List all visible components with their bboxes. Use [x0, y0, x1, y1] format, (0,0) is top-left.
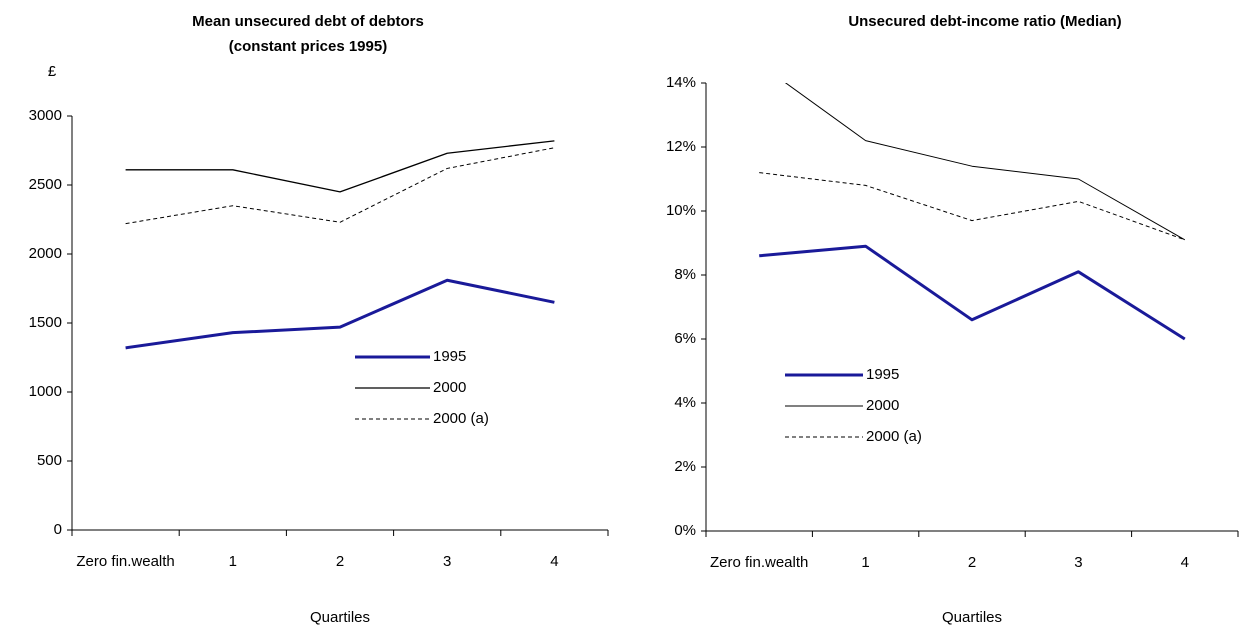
y-tick-label: 6% — [674, 330, 696, 347]
x-tick-label: 3 — [443, 553, 452, 570]
series-line — [125, 278, 555, 350]
legend-label: 1995 — [433, 348, 466, 365]
y-tick-label: 1000 — [29, 383, 62, 400]
x-axis-label: Quartiles — [942, 609, 1002, 626]
y-tick-label: 2500 — [29, 176, 62, 193]
x-axis-label: Quartiles — [310, 609, 370, 626]
y-tick-label: 8% — [674, 266, 696, 283]
x-tick-label: Zero fin.wealth — [76, 553, 175, 570]
legend-label: 2000 — [866, 397, 899, 414]
y-tick-label: 0 — [54, 521, 62, 538]
y-tick-label: 12% — [666, 138, 696, 155]
x-tick-label: 3 — [1074, 554, 1083, 571]
x-tick-label: 4 — [1180, 554, 1189, 571]
x-tick-label: 2 — [967, 554, 977, 571]
plot-lines — [759, 83, 1186, 341]
x-tick-label-box: 3 — [1074, 554, 1083, 571]
x-tick-label: 1 — [228, 553, 237, 570]
chart-title: Unsecured debt-income ratio (Median) — [848, 13, 1121, 30]
series-line — [759, 244, 1186, 341]
y-tick-label: 4% — [674, 394, 696, 411]
chart-title: Mean unsecured debt of debtors — [192, 13, 424, 30]
x-tick-label-box: 4 — [550, 553, 559, 570]
y-tick-label: 1500 — [29, 314, 62, 331]
legend-label: 2000 — [433, 379, 466, 396]
series-line — [125, 147, 555, 225]
plot-lines — [125, 140, 555, 350]
y-tick-label: 0% — [674, 522, 696, 539]
x-tick-label-box: 2 — [967, 554, 977, 571]
x-tick-label-box: 2 — [335, 553, 345, 570]
y-tick-label: 2000 — [29, 245, 62, 262]
series-line — [759, 172, 1185, 241]
x-tick-label: Zero fin.wealth — [709, 554, 809, 571]
series-line — [784, 83, 1186, 241]
x-tick-label-box: Zero fin.wealth — [76, 553, 175, 570]
legend-label: 2000 (a) — [866, 428, 922, 445]
x-tick-label-box: 3 — [443, 553, 452, 570]
x-tick-label-box: 4 — [1180, 554, 1189, 571]
x-tick-label: 1 — [861, 554, 870, 571]
y-tick-label: 14% — [666, 74, 696, 91]
legend-label: 1995 — [866, 366, 899, 383]
x-tick-label-box: 1 — [228, 553, 237, 570]
x-tick-label-box: Zero fin.wealth — [709, 554, 809, 571]
x-tick-label: 2 — [335, 553, 345, 570]
y-tick-label: 10% — [666, 202, 696, 219]
legend-label: 2000 (a) — [433, 410, 489, 427]
series-line — [125, 140, 555, 193]
chart-subtitle: (constant prices 1995) — [229, 38, 387, 55]
x-tick-label: 4 — [550, 553, 559, 570]
y-axis-label: £ — [48, 63, 57, 80]
y-tick-label: 3000 — [29, 107, 62, 124]
y-tick-label: 2% — [674, 458, 696, 475]
x-tick-label-box: 1 — [861, 554, 870, 571]
y-tick-label: 500 — [37, 452, 62, 469]
